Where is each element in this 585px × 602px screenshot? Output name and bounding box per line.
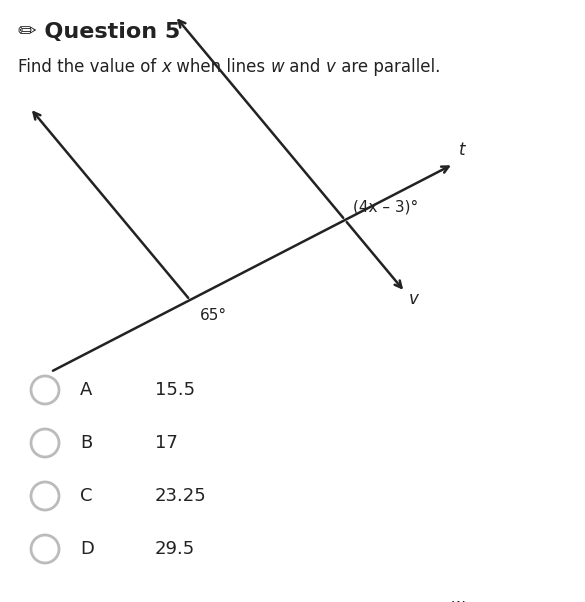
Text: w: w — [451, 597, 464, 602]
Text: Find the value of: Find the value of — [18, 58, 161, 76]
Text: A: A — [80, 381, 92, 399]
Text: ✏ Question 5: ✏ Question 5 — [18, 22, 180, 42]
Text: 15.5: 15.5 — [155, 381, 195, 399]
Text: C: C — [80, 487, 92, 505]
Text: t: t — [459, 141, 465, 159]
Text: v: v — [326, 58, 336, 76]
Text: 17: 17 — [155, 434, 178, 452]
Text: are parallel.: are parallel. — [336, 58, 441, 76]
Text: v: v — [409, 290, 419, 308]
Text: and: and — [284, 58, 326, 76]
Text: 29.5: 29.5 — [155, 540, 195, 558]
Text: (4x – 3)°: (4x – 3)° — [353, 200, 418, 215]
Text: x: x — [161, 58, 171, 76]
Text: D: D — [80, 540, 94, 558]
Text: 65°: 65° — [200, 308, 227, 323]
Text: when lines: when lines — [171, 58, 271, 76]
Text: B: B — [80, 434, 92, 452]
Text: 23.25: 23.25 — [155, 487, 207, 505]
Text: w: w — [271, 58, 284, 76]
